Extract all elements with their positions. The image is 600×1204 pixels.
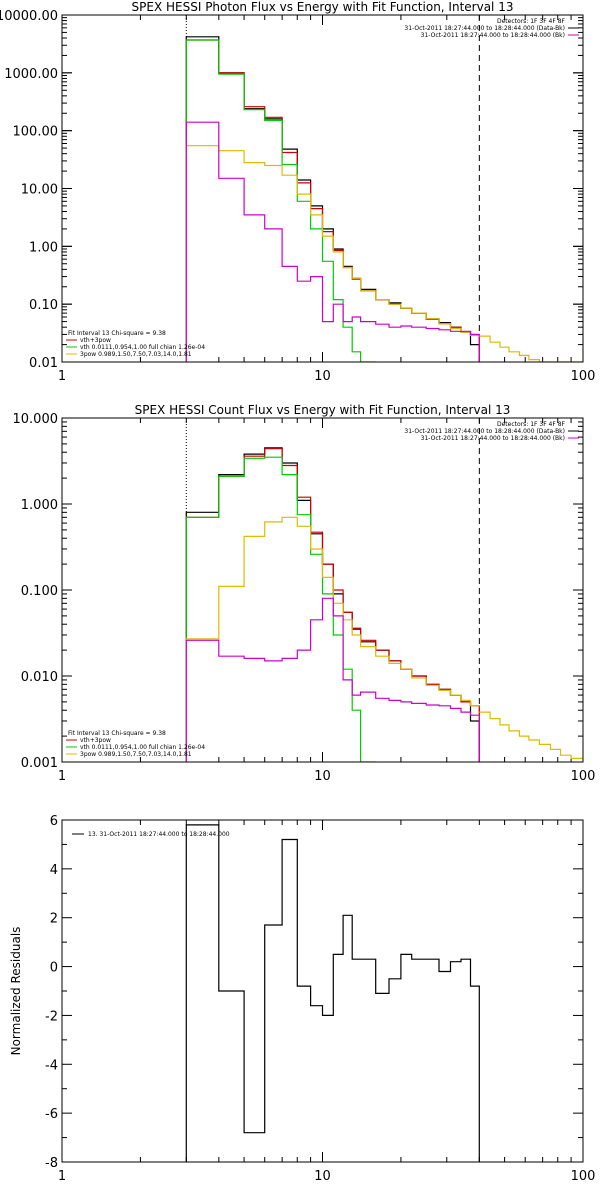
legend-bottomleft-entry: vth 0.0111,0.954,1.00 full chian 1.26e-0… [80, 344, 205, 351]
plot-frame [61, 417, 584, 763]
series-vth [185, 39, 376, 362]
x-tick-label: 1 [58, 769, 66, 784]
y-tick-label: 10000.00 [0, 9, 58, 24]
series-pow-tail [479, 335, 583, 362]
y-tick-label: -2 [45, 1009, 58, 1024]
plot-area [185, 824, 480, 1162]
plot-area [185, 447, 583, 762]
y-tick-label: 6 [50, 814, 58, 829]
legend-bottomleft-entry: vth+3pow [80, 737, 111, 744]
legend-bottomleft-entry: Fit Interval 13 Chi-square = 9.38 [68, 330, 166, 337]
x-tick-label: 1 [58, 369, 66, 384]
y-axis-label: Normalized Residuals [9, 927, 23, 1056]
legend-topright-entry: 31-Oct-2011 18:27:44.000 to 18:28:44.000… [421, 32, 565, 39]
y-tick-label: 2 [50, 912, 58, 927]
x-tick-label: 10 [314, 769, 331, 784]
legend-bottomleft-entry: 3pow 0.989,1.50,7.50,7.03,14.0,1.81 [80, 751, 192, 758]
y-tick-label: 0.010 [21, 670, 58, 685]
legend-bottomleft-entry: 3pow 0.989,1.50,7.50,7.03,14.0,1.81 [80, 351, 192, 358]
legend-bottomleft-entry: Fit Interval 13 Chi-square = 9.38 [68, 730, 166, 737]
x-tick-label: 100 [571, 1169, 596, 1184]
plot-frame [61, 14, 584, 363]
y-tick-label: 0 [50, 961, 58, 976]
x-tick-label: 10 [314, 369, 331, 384]
legend-bottomleft-entry: vth 0.0111,0.954,1.00 full chian 1.26e-0… [80, 744, 205, 751]
y-tick-label: 4 [50, 863, 58, 878]
legend-topright-entry: Detectors: 1F 3F 4F 8F [497, 18, 566, 25]
legend-topright-entry: 31-Oct-2011 18:27:44.000 to 18:28:44.000… [421, 435, 565, 442]
legend-topleft-entry: 13. 31-Oct-2011 18:27:44.000 to 18:28:44… [88, 831, 230, 838]
y-tick-label: 100.00 [13, 125, 59, 140]
plot-area [185, 36, 583, 362]
x-tick-label: 100 [571, 369, 596, 384]
y-tick-label: 0.100 [21, 584, 58, 599]
series-bk [185, 121, 480, 362]
series-pow [185, 516, 480, 762]
legend-topright-entry: 31-Oct-2011 18:27:44.000 to 18:28:44.000… [404, 25, 565, 32]
y-tick-label: 1.000 [21, 498, 58, 513]
y-tick-label: -4 [45, 1058, 58, 1073]
y-tick-label: 1.00 [29, 240, 58, 255]
chart-title: SPEX HESSI Photon Flux vs Energy with Fi… [132, 0, 514, 14]
y-tick-label: 10.00 [21, 183, 58, 198]
chart-panel-2: SPEX HESSI Count Flux vs Energy with Fit… [13, 403, 596, 784]
legend-topright-entry: Detectors: 1F 3F 4F 8F [497, 421, 566, 428]
y-tick-label: 1000.00 [4, 67, 58, 82]
x-tick-label: 1 [58, 1169, 66, 1184]
series-bk [185, 597, 480, 762]
y-tick-label: 0.10 [29, 298, 58, 313]
series-pow [185, 145, 480, 362]
chart-title: SPEX HESSI Count Flux vs Energy with Fit… [135, 403, 511, 417]
series-data [185, 824, 480, 1162]
series-pow-tail [479, 711, 583, 759]
y-tick-label: -6 [45, 1107, 58, 1122]
y-tick-label: 0.001 [21, 756, 58, 771]
y-tick-label: 10.000 [13, 412, 59, 427]
legend-topright-entry: 31-Oct-2011 18:27:44.000 to 18:28:44.000… [404, 428, 565, 435]
chart-panel-1: SPEX HESSI Photon Flux vs Energy with Fi… [0, 0, 595, 384]
legend-bottomleft-entry: vth+3pow [80, 337, 111, 344]
chart-panel-3: 1 10 100 -8 -6 -4 -2 0 2 4 6 Normalized Residuals 13… [9, 814, 595, 1184]
series-vth [185, 456, 376, 762]
y-tick-label: -8 [45, 1156, 58, 1171]
series-total [185, 448, 480, 762]
y-tick-label: 0.01 [29, 356, 58, 371]
x-tick-label: 10 [314, 1169, 331, 1184]
plot-frame [61, 819, 584, 1163]
x-tick-label: 100 [571, 769, 596, 784]
